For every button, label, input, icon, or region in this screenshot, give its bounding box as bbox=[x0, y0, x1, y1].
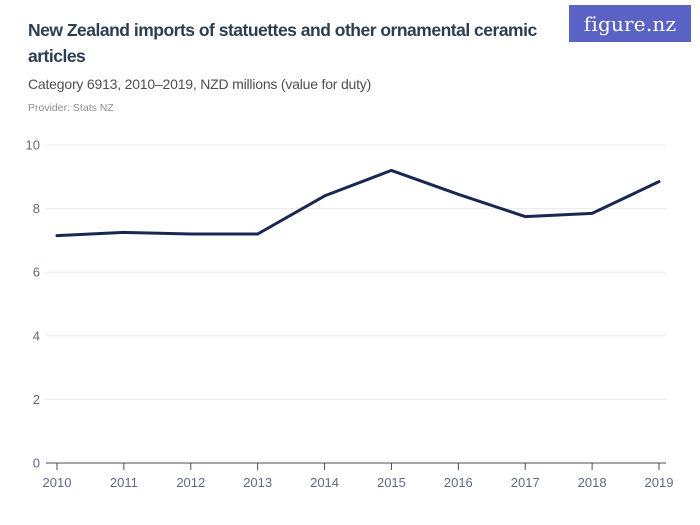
y-tick-label: 0 bbox=[33, 456, 40, 471]
chart-header: New Zealand imports of statuettes and ot… bbox=[28, 17, 580, 114]
x-tick-label: 2016 bbox=[444, 475, 473, 490]
x-tick-label: 2019 bbox=[645, 475, 674, 490]
y-tick-label: 6 bbox=[33, 265, 40, 280]
page-title: New Zealand imports of statuettes and ot… bbox=[28, 20, 537, 66]
x-tick-label: 2013 bbox=[243, 475, 272, 490]
x-tick-label: 2012 bbox=[176, 475, 205, 490]
x-tick-label: 2014 bbox=[310, 475, 339, 490]
x-tick-label: 2018 bbox=[578, 475, 607, 490]
y-tick-label: 2 bbox=[33, 392, 40, 407]
y-tick-label: 4 bbox=[33, 328, 40, 343]
y-tick-label: 8 bbox=[33, 201, 40, 216]
x-tick-label: 2017 bbox=[511, 475, 540, 490]
y-tick-label: 10 bbox=[26, 138, 40, 153]
chart-subtitle: Category 6913, 2010–2019, NZD millions (… bbox=[28, 76, 372, 92]
figurenz-logo[interactable]: figure.nz bbox=[569, 5, 691, 42]
x-tick-label: 2011 bbox=[110, 475, 138, 490]
figurenz-logo-text: figure.nz bbox=[583, 11, 677, 36]
x-tick-label: 2010 bbox=[43, 475, 72, 490]
x-tick-label: 2015 bbox=[377, 475, 406, 490]
provider-label: Provider: Stats NZ bbox=[28, 102, 114, 114]
data-line bbox=[55, 168, 661, 238]
